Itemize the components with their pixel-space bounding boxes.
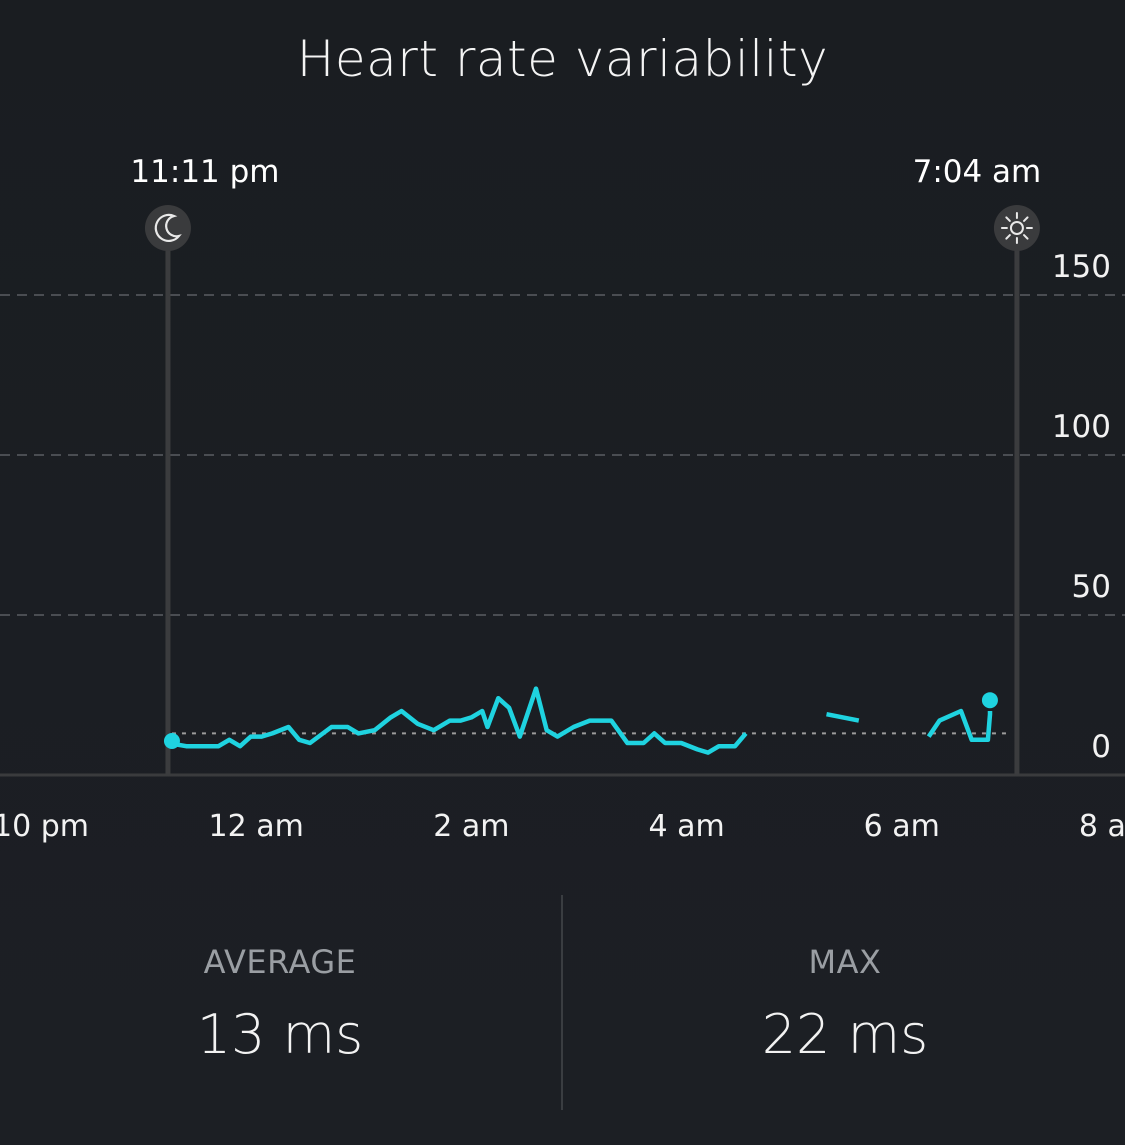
sleep-time-label: 11:11 pm [130, 154, 279, 190]
series-layer [163, 686, 998, 755]
sun-core [1009, 221, 1024, 235]
sun-icon [1000, 212, 1033, 244]
page-title: Heart rate variability [296, 30, 829, 88]
moon-icon [154, 213, 182, 243]
average-label: AVERAGE [203, 943, 357, 981]
hrv-line-segment [167, 686, 748, 755]
sun-ray [1005, 234, 1011, 240]
x-tick-label: 6 am [864, 809, 940, 844]
sleep-marker-badge [144, 205, 191, 251]
hrv-line-segment [926, 708, 993, 743]
y-tick-label-150: 150 [1052, 249, 1111, 285]
grid-layer [0, 294, 1125, 777]
sun-ray [1023, 216, 1029, 222]
hrv-line-segment [826, 711, 860, 723]
marker-layer [144, 205, 1040, 775]
x-tick-label: 8 am [1079, 809, 1125, 844]
average-stat: AVERAGE 13 ms [0, 895, 560, 1066]
series-end-dot [981, 692, 998, 709]
average-value: 13 ms [196, 1003, 364, 1066]
label-layer: 0 50 100 150 10 pm 12 am 2 am 4 am 6 am 8 am 11:11… [0, 154, 1125, 844]
wake-time-label: 7:04 am [913, 154, 1042, 190]
x-tick-label: 2 am [433, 809, 509, 844]
y-tick-label-0: 0 [1091, 729, 1111, 765]
sun-ray [1023, 234, 1029, 240]
max-label: MAX [808, 943, 882, 981]
x-tick-label: 4 am [648, 809, 724, 844]
max-stat: MAX 22 ms [565, 895, 1125, 1066]
series-start-dot [163, 733, 180, 749]
y-tick-label-100: 100 [1052, 409, 1111, 445]
wake-marker-badge [993, 205, 1040, 251]
sun-ray [1005, 216, 1011, 222]
stats-divider [561, 895, 563, 1110]
hrv-chart: 0 50 100 150 10 pm 12 am 2 am 4 am 6 am 8 am 11:11… [0, 154, 1125, 844]
moon-shape [154, 213, 182, 243]
x-tick-label: 12 am [209, 809, 304, 844]
y-tick-label-50: 50 [1072, 569, 1111, 605]
x-tick-label: 10 pm [0, 809, 89, 844]
stats-panel: AVERAGE 13 ms MAX 22 ms [0, 895, 1125, 1110]
max-value: 22 ms [761, 1003, 929, 1066]
